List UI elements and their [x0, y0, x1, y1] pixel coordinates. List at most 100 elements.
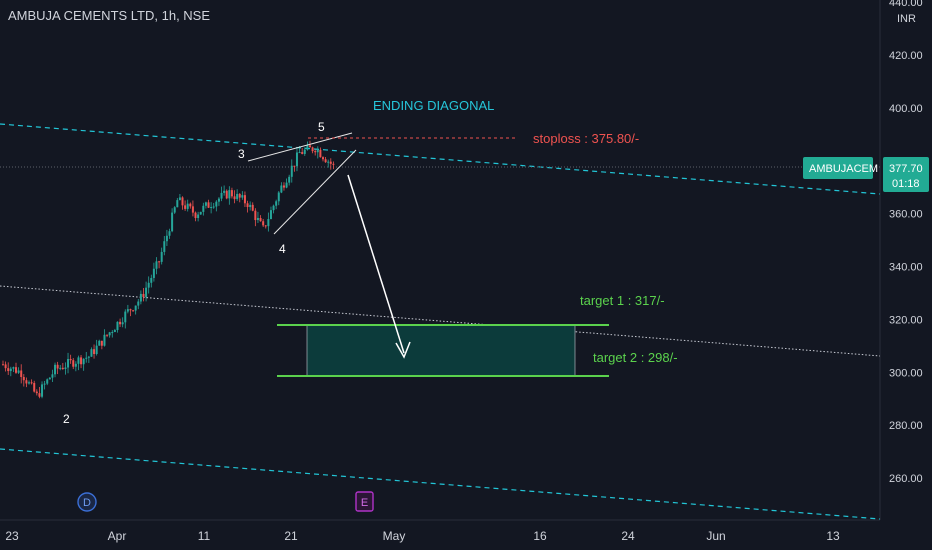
- candle-body: [77, 357, 80, 364]
- dividend-badge[interactable]: D: [77, 492, 97, 512]
- candle-body: [48, 377, 51, 380]
- symbol-timer: 01:18: [892, 178, 920, 190]
- channel-upper-line: [0, 123, 881, 195]
- candle-body: [303, 149, 306, 154]
- candle-body: [147, 282, 150, 288]
- candle-body: [95, 345, 98, 354]
- candle-body: [264, 225, 267, 227]
- candle-body: [230, 190, 233, 197]
- candle-body: [275, 201, 278, 206]
- candle-body: [106, 334, 109, 336]
- candle-body: [332, 163, 335, 165]
- candle-body: [74, 363, 77, 367]
- candle-body: [199, 211, 202, 215]
- candle-body: [295, 152, 298, 167]
- x-tick-label: 24: [621, 529, 635, 543]
- candle-body: [134, 305, 137, 311]
- y-tick-label: 320.00: [889, 314, 923, 326]
- candle-body: [293, 165, 296, 167]
- candle-body: [210, 206, 213, 208]
- x-tick-label: 13: [826, 529, 840, 543]
- candle-body: [54, 364, 57, 375]
- candle-body: [165, 235, 168, 242]
- arrow-head-icon: [395, 341, 411, 359]
- candle-body: [212, 206, 215, 208]
- candle-body: [282, 185, 285, 188]
- target-zone[interactable]: [306, 324, 576, 377]
- candle-body: [38, 393, 41, 397]
- candle-body: [191, 206, 194, 213]
- y-tick-label: 360.00: [889, 209, 923, 221]
- candle-body: [176, 200, 179, 208]
- candle-body: [238, 193, 241, 198]
- x-tick-label: 11: [198, 529, 211, 543]
- x-tick-label: Jun: [706, 529, 725, 543]
- candle-body: [28, 382, 31, 384]
- candle-body: [67, 358, 70, 368]
- candle-body: [186, 203, 189, 209]
- candle-body: [285, 182, 288, 188]
- wedge-lower-line: [273, 149, 357, 235]
- x-axis-ticks: 23 Apr 11 21 May 16 24 Jun 13: [5, 529, 840, 543]
- candle-body: [217, 198, 220, 202]
- target1-label: target 1 : 317/-: [580, 293, 665, 308]
- candle-body: [25, 380, 28, 384]
- candle-body: [272, 205, 275, 211]
- candle-body: [168, 231, 171, 236]
- wave-label-4: 4: [279, 242, 286, 256]
- y-tick-label: 400.00: [889, 103, 923, 115]
- candle-body: [150, 277, 153, 283]
- candle-body: [139, 293, 142, 302]
- candle-body: [184, 205, 187, 209]
- candle-body: [259, 217, 262, 222]
- candle-body: [160, 251, 163, 262]
- candle-body: [9, 368, 12, 372]
- symbol-price-badge[interactable]: AMBUJACEM 377.70 01:18: [803, 157, 929, 192]
- candle-body: [111, 332, 114, 334]
- target2-label: target 2 : 298/-: [593, 350, 678, 365]
- symbol-name: AMBUJACEM: [809, 163, 878, 175]
- candle-body: [306, 145, 309, 150]
- candle-body: [243, 195, 246, 204]
- candle-body: [137, 301, 140, 306]
- candle-body: [17, 370, 20, 373]
- candle-body: [108, 332, 111, 336]
- candle-body: [204, 202, 207, 206]
- earnings-badge[interactable]: E: [355, 491, 374, 512]
- y-axis-ticks: 260.00 280.00 300.00 320.00 340.00 360.00 400.…: [889, 0, 923, 485]
- candle-body: [254, 210, 257, 221]
- candle-body: [124, 311, 127, 323]
- symbol-price: 377.70: [889, 163, 923, 175]
- candle-body: [46, 379, 49, 384]
- candle-body: [173, 207, 176, 213]
- candle-body: [129, 309, 132, 311]
- trend-dotted-line: [0, 285, 881, 357]
- candle-body: [178, 197, 181, 201]
- candle-body: [163, 241, 166, 252]
- candle-body: [171, 212, 174, 232]
- candle-body: [251, 204, 254, 211]
- candle-body: [277, 192, 280, 202]
- y-tick-label: 440.00: [889, 0, 923, 9]
- candle-body: [225, 190, 228, 199]
- candle-body: [220, 192, 223, 199]
- candle-body: [314, 151, 317, 153]
- candle-body: [290, 165, 293, 177]
- candle-body: [311, 147, 314, 152]
- candle-body: [223, 190, 226, 193]
- candle-body: [262, 221, 265, 226]
- candle-body: [72, 360, 75, 367]
- candle-body: [155, 261, 158, 269]
- candle-body: [2, 364, 5, 366]
- candle-body: [236, 193, 239, 200]
- candle-body: [308, 145, 311, 148]
- candle-body: [64, 367, 67, 369]
- earnings-badge-label: E: [361, 497, 368, 509]
- candle-body: [280, 185, 283, 193]
- candle-body: [90, 349, 93, 357]
- candle-body: [59, 367, 62, 369]
- wave-label-5: 5: [318, 120, 325, 134]
- candle-body: [116, 321, 119, 331]
- dividend-badge-label: D: [83, 497, 91, 509]
